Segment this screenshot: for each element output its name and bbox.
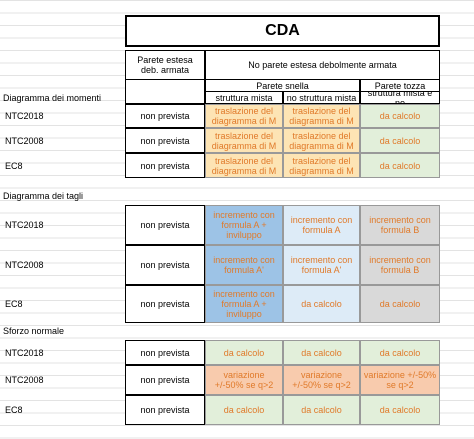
cell: da calcolo xyxy=(360,285,440,323)
cell: non prevista xyxy=(125,245,205,285)
cell: da calcolo xyxy=(360,153,440,178)
section-label: Diagramma dei momenti xyxy=(3,93,102,103)
row-code: NTC2018 xyxy=(5,347,44,358)
cell: da calcolo xyxy=(205,395,283,425)
row-code: NTC2018 xyxy=(5,111,44,121)
row-code: EC8 xyxy=(5,405,23,415)
cell: da calcolo xyxy=(283,395,360,425)
cell: incremento con formula A + inviluppo xyxy=(205,285,283,323)
title: CDA xyxy=(125,15,440,47)
cell: non prevista xyxy=(125,285,205,323)
row-code: NTC2018 xyxy=(5,220,44,230)
cell: da calcolo xyxy=(360,395,440,425)
header-cell: No parete estesa debolmente armata xyxy=(205,50,440,80)
header-cell: struttura mista e no xyxy=(360,91,440,104)
header-cell xyxy=(125,79,205,104)
section-label: Diagramma dei tagli xyxy=(3,191,84,201)
cell: incremento con formula A xyxy=(283,205,360,245)
header-cell: Parete estesa deb. armata xyxy=(125,50,205,80)
cell: traslazione del diagramma di M xyxy=(283,128,360,153)
cell: incremento con formula A + inviluppo xyxy=(205,205,283,245)
cell: traslazione del diagramma di M xyxy=(283,153,360,178)
cell: incremento con formula A' xyxy=(283,245,360,285)
cell: incremento con formula B xyxy=(360,245,440,285)
header-cell: no struttura mista xyxy=(283,91,360,104)
row-code: NTC2008 xyxy=(5,375,44,385)
row-code: EC8 xyxy=(5,160,23,171)
cell: variazione +/-50% se q>2 xyxy=(283,365,360,395)
cell: non prevista xyxy=(125,340,205,365)
header-cell: struttura mista xyxy=(205,91,283,104)
section-label: Sforzo normale xyxy=(3,326,65,336)
cell: variazione +/-50% se q>2 xyxy=(360,365,440,395)
cell: non prevista xyxy=(125,128,205,153)
cell: da calcolo xyxy=(360,128,440,153)
row-code: NTC2008 xyxy=(5,135,44,146)
cell: da calcolo xyxy=(283,340,360,365)
cell: traslazione del diagramma di M xyxy=(205,153,283,178)
cell: traslazione del diagramma di M xyxy=(205,104,283,128)
cell: variazione +/-50% se q>2 xyxy=(205,365,283,395)
cell: non prevista xyxy=(125,205,205,245)
row-code: EC8 xyxy=(5,299,23,309)
cell: da calcolo xyxy=(360,104,440,128)
cell: non prevista xyxy=(125,104,205,128)
cell: incremento con formula A' xyxy=(205,245,283,285)
cell: non prevista xyxy=(125,395,205,425)
cell: non prevista xyxy=(125,365,205,395)
cell: traslazione del diagramma di M xyxy=(283,104,360,128)
cell: incremento con formula B xyxy=(360,205,440,245)
row-code: NTC2008 xyxy=(5,260,44,270)
cell: non prevista xyxy=(125,153,205,178)
cell: da calcolo xyxy=(360,340,440,365)
cell: da calcolo xyxy=(283,285,360,323)
cell: traslazione del diagramma di M xyxy=(205,128,283,153)
cell: da calcolo xyxy=(205,340,283,365)
